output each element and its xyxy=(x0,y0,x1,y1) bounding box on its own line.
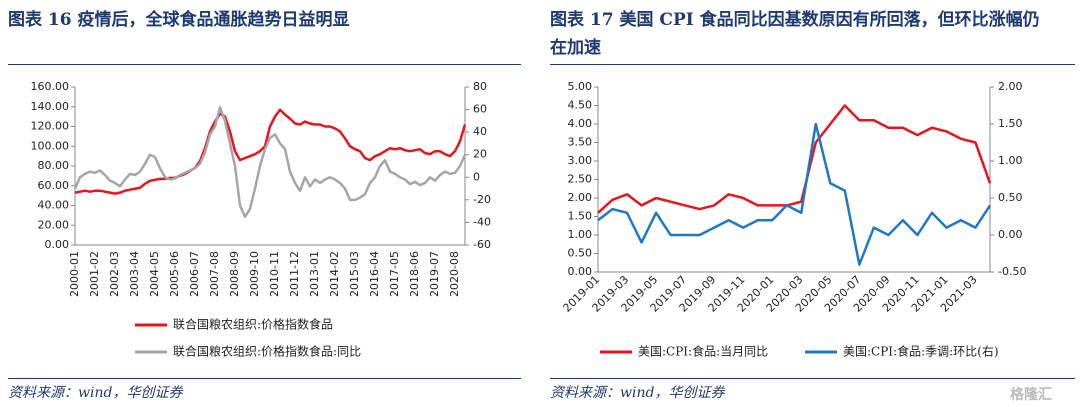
y-tick-label: 3.00 xyxy=(568,154,593,167)
rule xyxy=(550,64,1075,65)
y-tick-label: 4.50 xyxy=(568,99,593,112)
y2-tick-label: 20 xyxy=(473,148,487,161)
y-tick-label: 120.00 xyxy=(31,120,70,133)
legend-label: 联合国粮农组织:价格指数食品:同比 xyxy=(173,344,361,359)
y2-tick-label: 0.50 xyxy=(998,191,1023,204)
y2-tick-label: -60 xyxy=(473,238,491,251)
y2-tick-label: 80 xyxy=(473,80,487,93)
x-tick-label: 2009-10 xyxy=(248,251,261,297)
rule xyxy=(8,64,521,65)
x-tick-label: 2001-02 xyxy=(88,251,101,297)
x-tick-label: 2004-05 xyxy=(148,251,161,297)
series-line xyxy=(597,122,992,266)
y2-tick-label: 60 xyxy=(473,103,487,116)
x-tick-label: 2011-12 xyxy=(288,251,301,297)
x-tick-label: 2008-09 xyxy=(228,251,241,297)
rule xyxy=(550,378,1075,379)
y-tick-label: 0.00 xyxy=(568,265,593,278)
legend-label: 美国:CPI:食品:季调:环比(右) xyxy=(843,344,999,359)
x-tick-label: 2003-04 xyxy=(128,251,141,297)
x-tick-label: 2019-07 xyxy=(428,251,441,297)
x-tick-label: 2007-08 xyxy=(208,251,221,297)
x-tick-label: 2006-07 xyxy=(188,251,201,297)
y-tick-label: 4.00 xyxy=(568,117,593,130)
watermark: 格隆汇 xyxy=(1010,387,1052,403)
x-tick-label: 2013-01 xyxy=(308,251,321,297)
x-tick-label: 2005-06 xyxy=(168,251,181,297)
y-tick-label: 100.00 xyxy=(31,139,70,152)
x-tick-label: 2002-03 xyxy=(108,251,121,297)
y2-tick-label: 2.00 xyxy=(998,80,1023,93)
x-tick-label: 2014-02 xyxy=(328,251,341,297)
y2-tick-label: -0.50 xyxy=(998,265,1026,278)
x-tick-label: 2000-01 xyxy=(68,251,81,297)
y2-tick-label: 40 xyxy=(473,125,487,138)
y2-tick-label: -40 xyxy=(473,215,491,228)
x-tick-label: 2017-05 xyxy=(388,251,401,297)
y-tick-label: 2.00 xyxy=(568,191,593,204)
x-tick-label: 2015-03 xyxy=(348,251,361,297)
y-tick-label: 0.00 xyxy=(45,238,70,251)
y-tick-label: 60.00 xyxy=(38,179,70,192)
y-tick-label: 5.00 xyxy=(568,80,593,93)
y2-tick-label: 0 xyxy=(473,170,480,183)
y-tick-label: 3.50 xyxy=(568,136,593,149)
y2-tick-label: 1.50 xyxy=(998,117,1023,130)
y-tick-label: 0.50 xyxy=(568,247,593,260)
x-tick-label: 2020-08 xyxy=(448,251,461,297)
source: 资料来源：wind，华创证券 xyxy=(550,385,725,401)
y-tick-label: 140.00 xyxy=(31,100,70,113)
source: 资料来源：wind，华创证券 xyxy=(8,385,183,401)
y-tick-label: 1.50 xyxy=(568,210,593,223)
x-tick-label: 2016-04 xyxy=(368,251,381,297)
chart-title: 图表 16 疫情后，全球食品通胀趋势日益明显 xyxy=(8,10,350,30)
series-line xyxy=(73,106,467,219)
legend-label: 联合国粮农组织:价格指数食品 xyxy=(173,317,333,332)
y2-tick-label: 0.00 xyxy=(998,228,1023,241)
y2-tick-label: -20 xyxy=(473,193,491,206)
chart-title: 图表 17 美国 CPI 食品同比因基数原因有所回落，但环比涨幅仍在加速 xyxy=(550,10,1040,58)
y2-tick-label: 1.00 xyxy=(998,154,1023,167)
y-tick-label: 40.00 xyxy=(38,199,70,212)
y-tick-label: 2.50 xyxy=(568,173,593,186)
y-tick-label: 160.00 xyxy=(31,80,70,93)
x-tick-label: 2018-06 xyxy=(408,251,421,297)
legend-label: 美国:CPI:食品:当月同比 xyxy=(638,344,768,359)
y-tick-label: 80.00 xyxy=(38,159,70,172)
series-line xyxy=(597,104,992,214)
x-tick-label: 2010-11 xyxy=(268,251,281,297)
rule xyxy=(8,378,521,379)
y-tick-label: 1.00 xyxy=(568,228,593,241)
y-tick-label: 20.00 xyxy=(38,218,70,231)
series-line xyxy=(74,108,467,195)
